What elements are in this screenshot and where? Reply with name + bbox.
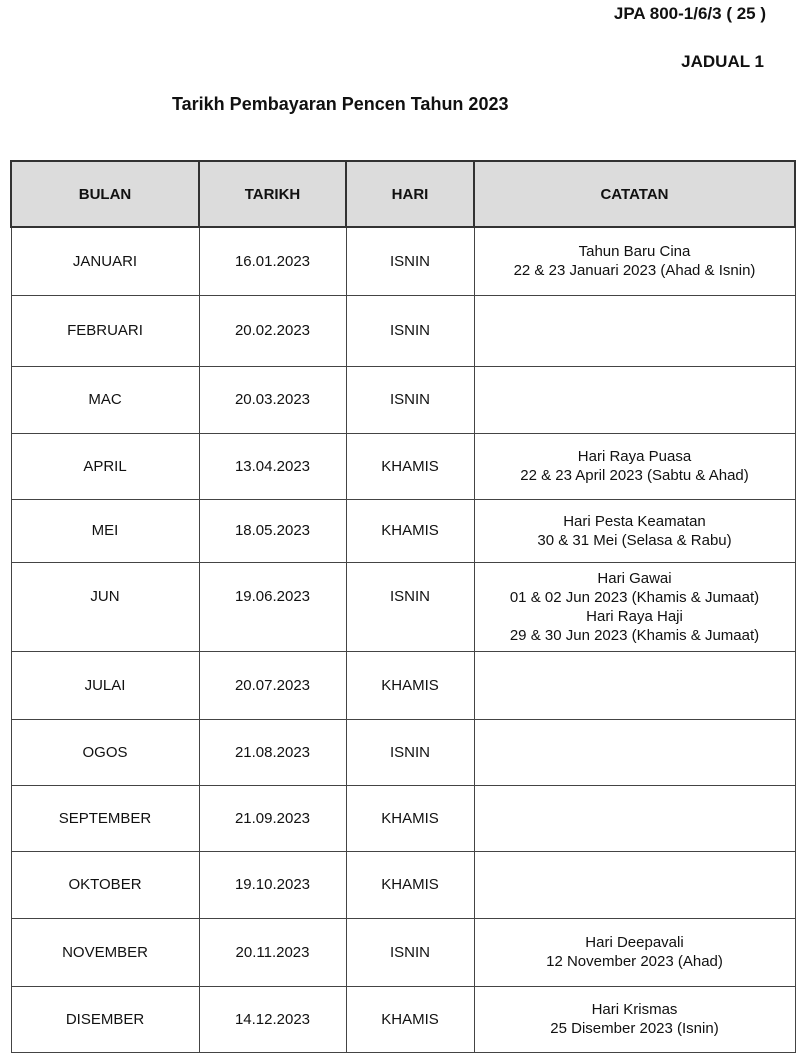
month-cell: FEBRUARI: [10, 294, 200, 367]
column-header-bulan: BULAN: [10, 160, 200, 228]
column-header-hari: HARI: [345, 160, 475, 228]
notes-cell: Tahun Baru Cina 22 & 23 Januari 2023 (Aha…: [473, 226, 796, 296]
notes-cell: Hari Pesta Keamatan 30 & 31 Mei (Selasa &…: [473, 498, 796, 563]
day-cell: ISNIN: [345, 917, 475, 987]
date-cell: 14.12.2023: [198, 985, 347, 1053]
date-cell: 13.04.2023: [198, 432, 347, 500]
day-cell: ISNIN: [345, 294, 475, 367]
table-row: JUN 19.06.2023 ISNIN Hari Gawai 01 & 02 Jun …: [10, 561, 796, 652]
table-row: SEPTEMBER 21.09.2023 KHAMIS: [10, 784, 796, 852]
table-row: APRIL 13.04.2023 KHAMIS Hari Raya Puasa 22 &…: [10, 432, 796, 500]
notes-cell: [473, 784, 796, 852]
date-cell: 20.11.2023: [198, 917, 347, 987]
note-line: Hari Gawai: [597, 569, 672, 587]
notes-cell: [473, 294, 796, 367]
notes-cell: Hari Deepavali 12 November 2023 (Ahad): [473, 917, 796, 987]
day-cell: ISNIN: [345, 561, 475, 652]
note-line: Hari Raya Puasa: [577, 448, 692, 465]
month-cell: MEI: [10, 498, 200, 563]
column-header-catatan: CATATAN: [473, 160, 796, 228]
note-line: 22 & 23 Januari 2023 (Ahad & Isnin): [513, 262, 756, 280]
date-cell: 16.01.2023: [198, 226, 347, 296]
date-cell: 21.08.2023: [198, 718, 347, 786]
note-line: 12 November 2023 (Ahad): [546, 953, 723, 970]
month-cell: NOVEMBER: [10, 917, 200, 987]
note-line: Hari Pesta Keamatan: [563, 512, 706, 530]
day-cell: ISNIN: [345, 365, 475, 434]
table-row: NOVEMBER 20.11.2023 ISNIN Hari Deepavali 12 …: [10, 917, 796, 987]
date-cell: 19.06.2023: [198, 561, 347, 652]
column-header-tarikh: TARIKH: [198, 160, 347, 228]
date-cell: 20.07.2023: [198, 650, 347, 720]
month-cell: SEPTEMBER: [10, 784, 200, 852]
note-line: 29 & 30 Jun 2023 (Khamis & Jumaat): [509, 626, 760, 644]
schedule-label: JADUAL 1: [681, 52, 764, 71]
month-cell: APRIL: [10, 432, 200, 500]
page-title: Tarikh Pembayaran Pencen Tahun 2023: [172, 94, 509, 114]
note-line: Hari Krismas: [591, 1001, 678, 1018]
note-line: 01 & 02 Jun 2023 (Khamis & Jumaat): [509, 588, 760, 606]
notes-cell: Hari Raya Puasa 22 & 23 April 2023 (Sabtu…: [473, 432, 796, 500]
notes-cell: [473, 365, 796, 434]
notes-cell: Hari Gawai 01 & 02 Jun 2023 (Khamis & Jum…: [473, 561, 796, 652]
month-cell: OGOS: [10, 718, 200, 786]
pension-payment-table: BULAN TARIKH HARI CATATAN JANUARI 16.01.2…: [10, 160, 796, 1053]
date-cell: 20.02.2023: [198, 294, 347, 367]
note-line: Tahun Baru Cina: [578, 243, 691, 261]
date-cell: 21.09.2023: [198, 784, 347, 852]
date-cell: 19.10.2023: [198, 850, 347, 919]
month-cell: JUN: [10, 561, 200, 652]
date-cell: 20.03.2023: [198, 365, 347, 434]
table-header-row: BULAN TARIKH HARI CATATAN: [10, 160, 796, 228]
day-cell: ISNIN: [345, 226, 475, 296]
day-cell: KHAMIS: [345, 985, 475, 1053]
day-cell: KHAMIS: [345, 850, 475, 919]
notes-cell: [473, 650, 796, 720]
notes-cell: Hari Krismas 25 Disember 2023 (Isnin): [473, 985, 796, 1053]
month-cell: OKTOBER: [10, 850, 200, 919]
day-cell: KHAMIS: [345, 650, 475, 720]
month-cell: MAC: [10, 365, 200, 434]
note-line: 22 & 23 April 2023 (Sabtu & Ahad): [520, 467, 749, 484]
day-cell: KHAMIS: [345, 432, 475, 500]
table-row: JULAI 20.07.2023 KHAMIS: [10, 650, 796, 720]
table-row: DISEMBER 14.12.2023 KHAMIS Hari Krismas 25 D…: [10, 985, 796, 1053]
notes-cell: [473, 850, 796, 919]
note-line: 25 Disember 2023 (Isnin): [550, 1020, 719, 1037]
day-cell: ISNIN: [345, 718, 475, 786]
note-line: Hari Deepavali: [585, 934, 684, 951]
month-cell: JULAI: [10, 650, 200, 720]
table-row: JANUARI 16.01.2023 ISNIN Tahun Baru Cina 22 …: [10, 226, 796, 296]
table-row: OKTOBER 19.10.2023 KHAMIS: [10, 850, 796, 919]
month-cell: JANUARI: [10, 226, 200, 296]
day-cell: KHAMIS: [345, 784, 475, 852]
date-cell: 18.05.2023: [198, 498, 347, 563]
notes-cell: [473, 718, 796, 786]
document-reference: JPA 800-1/6/3 ( 25 ): [613, 4, 766, 23]
table-row: MEI 18.05.2023 KHAMIS Hari Pesta Keamatan 30…: [10, 498, 796, 563]
note-line: Hari Raya Haji: [586, 607, 683, 625]
table-row: FEBRUARI 20.02.2023 ISNIN: [10, 294, 796, 367]
table-row: MAC 20.03.2023 ISNIN: [10, 365, 796, 434]
month-cell: DISEMBER: [10, 985, 200, 1053]
note-line: 30 & 31 Mei (Selasa & Rabu): [537, 531, 732, 549]
day-cell: KHAMIS: [345, 498, 475, 563]
table-row: OGOS 21.08.2023 ISNIN: [10, 718, 796, 786]
